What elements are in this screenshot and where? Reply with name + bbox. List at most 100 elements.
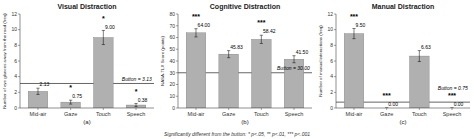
title: Cognitive Distraction [210, 3, 280, 11]
subtitle: (c) [400, 119, 407, 125]
x-tick-label: Mid-air [188, 111, 205, 117]
y-tick-label: 6 [14, 58, 17, 64]
baseline-label: Button = 30.00 [277, 65, 310, 71]
x-tick-label: Gaze [380, 111, 393, 117]
error-cap [134, 103, 137, 104]
error-cap [352, 38, 355, 39]
error-cap [194, 28, 197, 29]
significance-mark: *** [257, 19, 265, 26]
x-tick-label: Mid-air [30, 111, 47, 117]
y-tick-label: 30 [169, 70, 175, 76]
data-label: 9.50 [356, 22, 366, 28]
error-bar [69, 100, 72, 104]
y-axis-label: NASA-TLX Score (points) [160, 35, 165, 86]
error-bar [102, 30, 105, 44]
error-cap [418, 61, 421, 62]
data-label: 6.63 [421, 44, 431, 50]
error-line [419, 51, 420, 62]
y-axis-label: Number of manual interactions (freq) [318, 25, 323, 97]
error-cap [194, 36, 197, 37]
error-bar [418, 51, 421, 62]
data-label: 2.13 [40, 81, 50, 87]
y-axis [336, 14, 337, 108]
error-cap [134, 106, 137, 107]
error-line [195, 29, 196, 37]
error-cap [227, 50, 230, 51]
error-cap [260, 43, 263, 44]
error-cap [102, 44, 105, 45]
x-tick-label: Touch [96, 111, 111, 117]
y-tick-label: 4 [14, 73, 17, 79]
significance-mark: *** [350, 13, 358, 20]
plot-area [20, 30, 154, 108]
data-label: 0.00 [388, 101, 398, 107]
data-label: 9.00 [105, 24, 115, 30]
y-tick-label: 0 [172, 105, 175, 111]
y-axis-label: Number of eye glances away from the road… [2, 13, 7, 109]
x-axis [20, 108, 154, 109]
error-bar [260, 35, 263, 43]
y-tick-label: 70 [169, 23, 175, 29]
data-label: 58.42 [263, 28, 276, 34]
significance-mark: * [69, 84, 72, 91]
error-cap [69, 100, 72, 101]
bar [94, 38, 114, 109]
error-line [228, 51, 229, 58]
data-label: 0.00 [454, 101, 464, 107]
baseline-label: Button = 0.75 [438, 85, 468, 91]
error-bar [352, 28, 355, 38]
bar [252, 39, 272, 108]
error-cap [69, 104, 72, 105]
error-cap [36, 88, 39, 89]
significance-mark: * [102, 15, 105, 22]
error-bar [36, 88, 39, 94]
error-bar [134, 103, 137, 106]
bar [186, 33, 206, 108]
x-tick-label: Touch [412, 111, 427, 117]
subtitle: (a) [83, 119, 90, 125]
error-line [70, 100, 71, 104]
significance-mark: *** [448, 92, 456, 99]
y-tick-label: 4 [330, 73, 333, 79]
y-tick-label: 20 [169, 81, 175, 87]
y-tick-label: 8 [330, 42, 333, 48]
error-cap [260, 35, 263, 36]
error-cap [292, 55, 295, 56]
error-line [103, 30, 104, 44]
x-tick-label: Speech [443, 111, 462, 117]
significance-mark: *** [192, 13, 200, 20]
y-tick-label: 10 [11, 26, 17, 32]
x-tick-label: Speech [127, 111, 146, 117]
error-cap [292, 62, 295, 63]
significance-mark: * [135, 88, 138, 95]
bar [219, 54, 239, 108]
y-tick-label: 60 [169, 34, 175, 40]
data-label: 0.38 [138, 97, 148, 103]
y-tick-label: 0 [14, 105, 17, 111]
error-line [294, 56, 295, 63]
x-tick-label: Touch [254, 111, 269, 117]
title: Visual Distraction [57, 3, 116, 10]
x-tick-label: Mid-air [346, 111, 363, 117]
data-label: 64.00 [198, 22, 211, 28]
y-tick-label: 8 [14, 42, 17, 48]
data-label: 41.50 [296, 49, 309, 55]
y-tick-label: 40 [169, 58, 175, 64]
error-cap [418, 50, 421, 51]
error-cap [352, 28, 355, 29]
error-line [353, 28, 354, 38]
x-tick-label: Gaze [64, 111, 77, 117]
subtitle: (b) [241, 119, 248, 125]
y-tick-label: 0 [330, 105, 333, 111]
y-tick-label: 10 [327, 26, 333, 32]
data-label: 45.83 [230, 44, 243, 50]
error-cap [102, 30, 105, 31]
error-bar [292, 56, 295, 63]
y-tick-label: 50 [169, 46, 175, 52]
y-axis [178, 14, 179, 108]
error-line [136, 103, 137, 106]
error-line [37, 88, 38, 94]
panel: Cognitive Distraction01020304050607080NA… [160, 3, 312, 125]
x-tick-label: Speech [285, 111, 304, 117]
error-bar [227, 51, 230, 58]
